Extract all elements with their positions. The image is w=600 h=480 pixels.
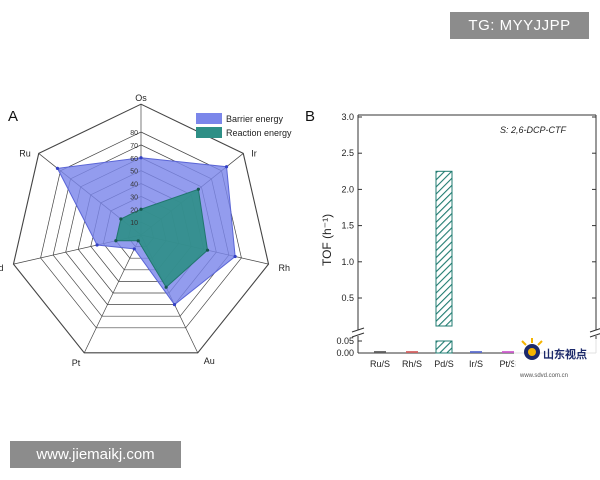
radar-point [224,165,229,169]
bar-category-label: Rh/S [402,359,422,369]
radar-point [139,156,143,160]
radar-tick-label: 70 [130,143,138,150]
bar-Ru-S [374,351,386,353]
radar-axis-label: Rh [279,263,291,273]
bar-Pt-S [502,351,514,353]
y-tick-label: 0.05 [336,336,354,346]
bar-y-ticks: 0.5 1.0 1.5 2.0 2.5 3.0 0.00 0.05 [336,112,596,358]
watermark-tg: TG: MYYJJPP [450,12,589,39]
radar-axis-label: Pt [72,358,81,368]
radar-axis-labels: Os Ir Rh Au Pt Pd Ru [0,93,290,368]
bar-category-label: Pd/S [434,359,454,369]
y-tick-label: 3.0 [341,112,354,122]
radar-axis-label: Ir [251,148,257,158]
bar-plot-frame [351,114,600,354]
radar-tick-label: 50 [130,169,138,176]
bar-category-labels: Ru/S Rh/S Pd/S Ir/S Pt/S [370,359,517,369]
bars [374,170,514,354]
radar-axis-label: Au [204,356,215,366]
bar-annotation: S: 2,6-DCP-CTF [500,125,567,135]
radar-axis-label: Ru [19,148,31,158]
bar-Pd-S [435,340,453,354]
logo-subtext: www.sdvd.com.cn [519,373,568,379]
radar-axis-label: Os [135,93,147,103]
bar-Ir-S [470,351,482,353]
radar-point [164,285,168,289]
legend-label-barrier: Barrier energy [226,114,284,124]
radar-tick-labels: 10 20 30 40 50 60 70 80 [130,130,138,227]
radar-point [172,302,177,307]
panel-label-a: A [8,108,18,125]
radar-point [132,247,136,251]
radar-axis-label: Pd [0,263,3,273]
y-tick-label: 2.0 [341,184,354,194]
radar-tick-label: 60 [130,156,138,163]
watermark-site: www.jiemaikj.com [10,441,181,468]
radar-point [136,239,140,243]
radar-point [95,243,99,247]
radar-series [55,156,237,307]
bar-category-label: Ir/S [469,359,483,369]
radar-tick-label: 30 [130,194,138,201]
radar-tick-label: 20 [130,207,138,214]
bar-category-label: Ru/S [370,359,390,369]
legend-swatch-reaction [196,127,222,138]
legend: Barrier energy Reaction energy [196,113,292,138]
radar-tick-label: 40 [130,182,138,189]
y-tick-label: 2.5 [341,148,354,158]
radar-spoke [83,234,142,354]
radar-point [139,207,143,211]
radar-tick-label: 80 [130,130,138,137]
radar-point [55,166,60,170]
radar-ring [12,103,270,354]
panel-label-b: B [305,108,315,125]
radar-point [119,217,123,221]
y-tick-label: 1.0 [341,257,354,267]
y-tick-label: 0.00 [336,348,354,358]
legend-swatch-barrier [196,113,222,124]
logo-text: 山东视点 [543,347,587,361]
radar-point [196,187,200,191]
radar-point [205,248,210,252]
y-tick-label: 1.5 [341,221,354,231]
legend-label-reaction: Reaction energy [226,128,292,138]
radar-series-reaction [115,188,209,288]
bar-Rh-S [406,351,418,353]
logo-watermark: 山东视点 www.sdvd.com.cn [514,338,600,381]
radar-point [233,254,237,259]
y-axis-label: TOF (h⁻¹) [320,214,334,266]
radar-point [114,239,118,243]
y-tick-label: 0.5 [341,293,354,303]
radar-tick-label: 10 [130,220,138,227]
bar-category-label: Pt/S [499,359,516,369]
bar-Pd-S-upper [435,170,453,327]
